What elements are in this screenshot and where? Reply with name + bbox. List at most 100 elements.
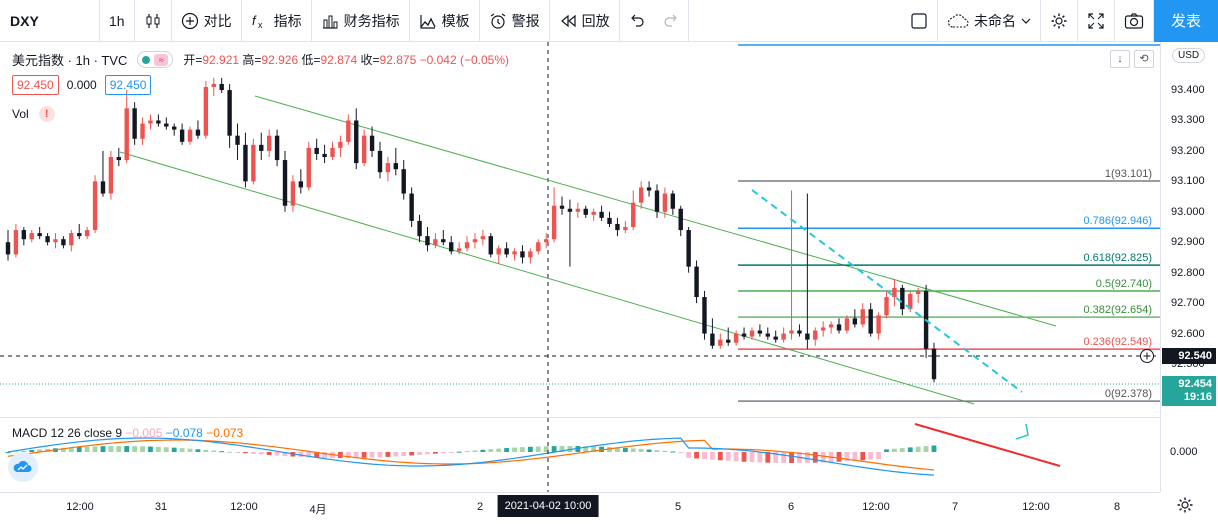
volume-label: Vol [12, 107, 29, 121]
macd-histogram-bar [646, 449, 652, 452]
open-value: 92.921 [202, 53, 240, 67]
time-tick-label: 4月 [309, 504, 327, 516]
candle-body [520, 251, 525, 258]
replay-button[interactable]: 回放 [550, 0, 620, 42]
interval-button[interactable]: 1h [100, 0, 135, 42]
macd-histogram-bar [520, 447, 525, 452]
macd-histogram-bar [591, 446, 597, 452]
candle-body [662, 193, 668, 212]
macd-histogram-bar [29, 450, 35, 452]
layout-name-button[interactable]: 未命名 [938, 0, 1041, 42]
fib-level-label: 0(92.378) [1105, 388, 1152, 400]
projection-arrow-head [1015, 423, 1029, 440]
candle-body [37, 233, 42, 237]
candle-body [5, 242, 11, 255]
price-chart[interactable]: 1(93.101) 0.786(92.946) 0.618(92.825) 0.5(9… [0, 42, 1160, 492]
candle-body [243, 144, 248, 182]
warning-icon[interactable]: ! [38, 106, 55, 122]
settings-button[interactable] [1041, 0, 1078, 42]
macd-histogram-bar [187, 448, 193, 452]
financials-button[interactable]: 财务指标 [312, 0, 410, 42]
candle-body [757, 330, 763, 334]
price-tick-label: 93.000 [1171, 205, 1205, 218]
time-axis[interactable]: 2021-04-02 10:00 12:00 31 12:00 4月 2 5 6 12:00 7… [0, 492, 1160, 524]
price-tick-label: 92.700 [1171, 297, 1205, 310]
tradingview-logo[interactable] [8, 452, 38, 482]
macd-histogram-bar [860, 452, 866, 461]
candles-icon [146, 13, 160, 28]
candle-body [69, 233, 74, 246]
close-value: 92.875 [379, 53, 417, 67]
macd-histogram-bar [282, 452, 288, 457]
alert-button[interactable]: 警报 [480, 0, 550, 42]
candle-body [314, 147, 319, 154]
undo-button[interactable] [620, 0, 654, 42]
candle-body [227, 90, 232, 136]
macd-histogram-bar [892, 448, 897, 452]
redo-button[interactable] [654, 0, 689, 42]
candle-body [61, 239, 66, 246]
macd-histogram-bar [876, 452, 881, 460]
compare-button[interactable]: 对比 [172, 0, 242, 42]
candle-body [528, 251, 533, 258]
refresh-button[interactable]: ⟲ [1134, 50, 1154, 68]
svg-text:x: x [258, 20, 263, 30]
candle-body [773, 336, 778, 340]
candle-body [409, 193, 414, 221]
macd-histogram-bar [464, 451, 470, 453]
candle-body [21, 230, 27, 240]
templates-button[interactable]: 模板 [410, 0, 480, 42]
layout-toggle-button[interactable] [901, 0, 938, 42]
macd-histogram-bar [804, 452, 810, 463]
scroll-down-button[interactable]: ↓ [1110, 50, 1130, 68]
snapshot-button[interactable] [1115, 0, 1154, 42]
candle-body [124, 108, 129, 161]
macd-histogram-bar [654, 450, 660, 452]
candle-body [298, 181, 304, 188]
macd-histogram-bar [401, 452, 407, 456]
candle-body [187, 129, 193, 142]
macd-histogram-bar [5, 452, 11, 453]
chart-type-button[interactable] [135, 0, 172, 42]
currency-badge[interactable]: USD [1172, 48, 1206, 63]
macd-histogram-bar [84, 446, 90, 452]
pane-separator[interactable] [0, 417, 1160, 418]
bid-box[interactable]: 92.450 [12, 75, 59, 95]
candle-body [92, 181, 98, 231]
market-status-badge[interactable]: ≈ [137, 51, 174, 68]
candle-body [322, 153, 327, 158]
candle-body [116, 157, 122, 161]
macd-legend: MACD 12 26 close 9 −0.005 −0.078 −0.073 [12, 426, 243, 440]
candle-body [251, 144, 256, 182]
macd-signal-line [7, 439, 935, 471]
candle-body [781, 333, 786, 340]
macd-histogram-bar [61, 447, 66, 452]
candle-body [733, 333, 739, 343]
fullscreen-button[interactable] [1078, 0, 1115, 42]
candle-body [551, 205, 557, 240]
macd-histogram-bar [353, 452, 359, 458]
candle-body [195, 129, 201, 136]
macd-pane[interactable] [0, 418, 1160, 492]
candle-body [615, 223, 620, 231]
redo-icon [663, 14, 677, 27]
low-label: 低= [301, 53, 321, 67]
undo-icon [630, 14, 644, 27]
macd-label: MACD 12 26 close 9 [12, 426, 123, 440]
time-tick-label: 12:00 [862, 501, 890, 513]
candle-body [892, 287, 897, 298]
candle-body [274, 135, 280, 161]
candle-body [828, 324, 834, 328]
symbol-search[interactable]: DXY [0, 0, 100, 42]
macd-histogram-bar [915, 446, 921, 452]
price-tick-label: 93.100 [1171, 175, 1205, 188]
publish-button[interactable]: 发表 [1154, 0, 1218, 42]
ask-box[interactable]: 92.450 [104, 75, 152, 95]
axis-settings-icon[interactable] [1176, 496, 1194, 514]
bar-chart-icon [322, 15, 338, 29]
time-tick-label: 12:00 [1022, 501, 1050, 513]
price-axis[interactable]: 93.400 93.300 93.200 93.100 93.000 92.900 92.8… [1160, 42, 1218, 492]
macd-histogram-bar [749, 452, 755, 463]
candle-body [836, 324, 842, 331]
